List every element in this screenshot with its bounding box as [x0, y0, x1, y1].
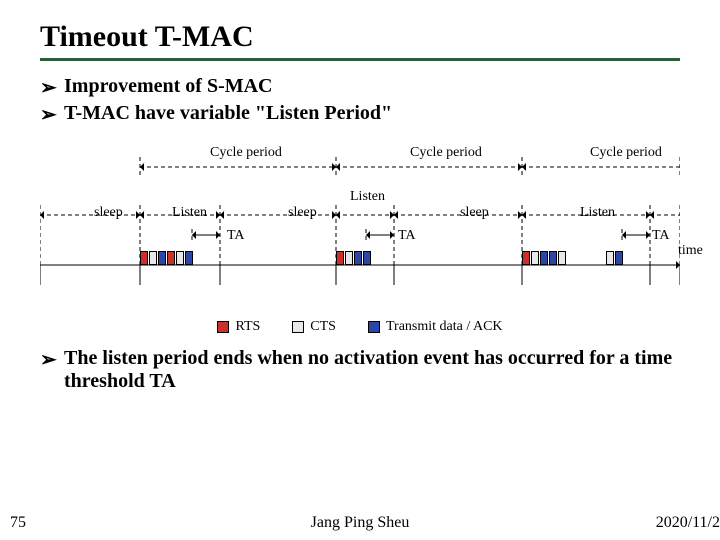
cycle-period-label: Cycle period	[590, 145, 662, 161]
legend-label: RTS	[235, 319, 260, 334]
legend-item-cts: CTS	[292, 319, 336, 335]
packet-block	[615, 251, 623, 265]
legend-label: Transmit data / ACK	[386, 319, 503, 334]
packet-block	[158, 251, 166, 265]
top-bullets: Improvement of S-MAC T-MAC have variable…	[40, 75, 680, 125]
sleep-label: sleep	[460, 205, 489, 221]
packet-block	[149, 251, 157, 265]
legend-item-rts: RTS	[217, 319, 260, 335]
packet-block	[354, 251, 362, 265]
legend-swatch	[217, 321, 229, 333]
legend-swatch	[292, 321, 304, 333]
packet-block	[185, 251, 193, 265]
sleep-label: sleep	[94, 205, 123, 221]
packet-block	[522, 251, 530, 265]
bullet-item: T-MAC have variable "Listen Period"	[40, 102, 680, 125]
packet-block	[140, 251, 148, 265]
packet-block	[363, 251, 371, 265]
title-underline	[40, 58, 680, 61]
packet-block	[336, 251, 344, 265]
packet-block	[540, 251, 548, 265]
cycle-period-label: Cycle period	[410, 145, 482, 161]
packet-block	[549, 251, 557, 265]
listen-label: Listen	[580, 205, 615, 221]
packet-block	[606, 251, 614, 265]
time-label: time	[678, 243, 703, 259]
legend: RTS CTS Transmit data / ACK	[40, 319, 680, 335]
legend-item-data: Transmit data / ACK	[368, 319, 503, 335]
ta-label: TA	[398, 228, 416, 244]
footer-date: 2020/11/2	[656, 514, 720, 532]
ta-label: TA	[227, 228, 245, 244]
packet-block	[176, 251, 184, 265]
legend-label: CTS	[310, 319, 336, 334]
packet-block	[345, 251, 353, 265]
cycle-period-label: Cycle period	[210, 145, 282, 161]
packet-block	[167, 251, 175, 265]
bullet-item: The listen period ends when no activatio…	[40, 347, 680, 393]
listen-label: Listen	[350, 189, 385, 205]
listen-label: Listen	[172, 205, 207, 221]
bullet-item: Improvement of S-MAC	[40, 75, 680, 98]
bottom-bullets: The listen period ends when no activatio…	[40, 347, 680, 393]
timing-diagram: Cycle period Cycle period Cycle period slee…	[40, 135, 680, 315]
packet-block	[558, 251, 566, 265]
ta-label: TA	[652, 228, 670, 244]
page-number: 75	[10, 514, 26, 532]
diagram-svg	[40, 135, 680, 315]
sleep-label: sleep	[288, 205, 317, 221]
packet-block	[531, 251, 539, 265]
footer-author: Jang Ping Sheu	[311, 514, 410, 532]
slide-title: Timeout T-MAC	[40, 20, 680, 54]
legend-swatch	[368, 321, 380, 333]
